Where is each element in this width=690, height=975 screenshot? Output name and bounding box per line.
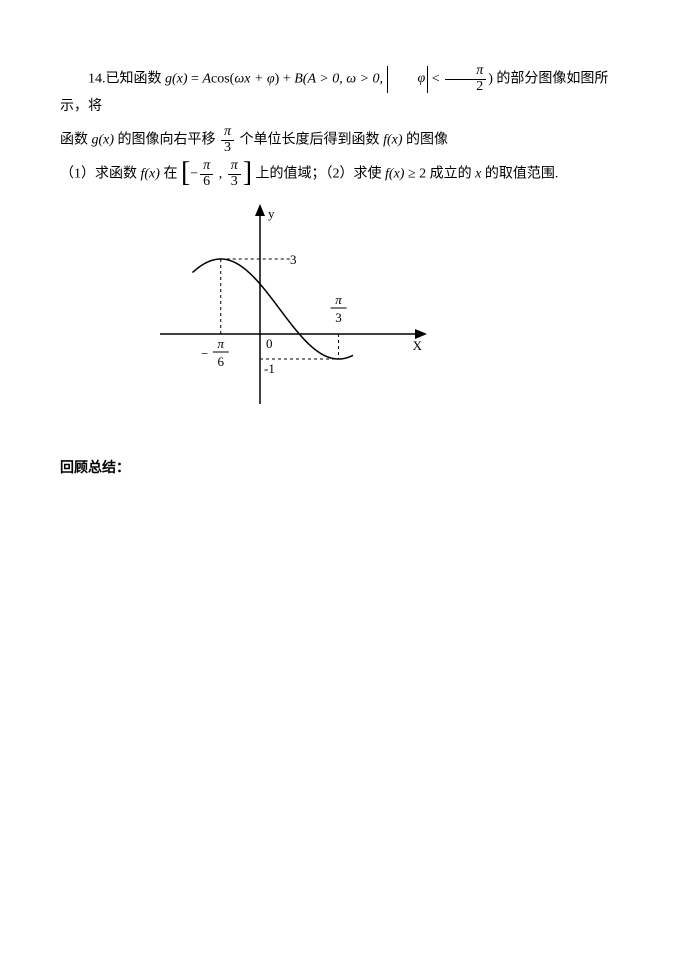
- svg-text:3: 3: [335, 310, 342, 325]
- problem-line-2: 函数 g(x) 的图像向右平移 π3 个单位长度后得到函数 f(x) 的图像: [60, 125, 630, 155]
- svg-text:π: π: [217, 336, 224, 351]
- summary-heading: 回顾总结：: [60, 454, 630, 481]
- svg-text:y: y: [268, 206, 275, 221]
- svg-text:0: 0: [266, 336, 273, 351]
- problem-line-1: 14.已知函数 g(x) = Acos(ωx + φ) + B(A > 0, ω…: [60, 64, 630, 121]
- svg-text:3: 3: [290, 252, 297, 267]
- frac-neg-pi-over-6: π6: [200, 159, 213, 189]
- svg-text:X: X: [413, 338, 423, 353]
- frac-pi-over-2: π2: [445, 64, 486, 94]
- graph-svg: yX03-1−π6π3: [150, 204, 430, 414]
- svg-text:π: π: [335, 292, 342, 307]
- frac-pi-over-3: π3: [221, 125, 234, 155]
- function-graph: yX03-1−π6π3: [150, 204, 630, 425]
- problem-line-3: （1）求函数 f(x) 在 [−π6 , π3] 上的值域；（2）求使 f(x)…: [60, 159, 630, 189]
- problem-number: 14.: [88, 71, 106, 86]
- svg-text:-1: -1: [264, 361, 275, 376]
- svg-text:−: −: [201, 346, 208, 361]
- abs-phi: φ: [387, 66, 429, 93]
- frac-pi-over-3-b: π3: [228, 159, 241, 189]
- svg-text:6: 6: [217, 354, 224, 369]
